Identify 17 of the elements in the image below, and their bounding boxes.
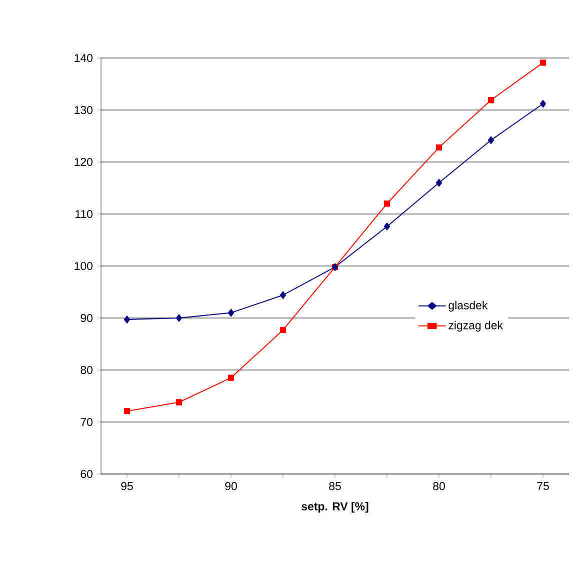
y-tick-label: 60 xyxy=(80,470,93,478)
y-tick-label: 80 xyxy=(80,366,93,374)
y-tick-label: 70 xyxy=(80,418,93,426)
legend-label: glasdek xyxy=(448,300,488,312)
y-tick-label: 120 xyxy=(74,158,93,166)
x-tick-label: 90 xyxy=(225,482,237,490)
y-tick-label: 110 xyxy=(76,210,93,218)
y-tick-label: 90 xyxy=(80,314,93,322)
x-tick-label: 75 xyxy=(537,482,549,490)
x-tick-label: 85 xyxy=(329,482,341,490)
y-tick-label: 100 xyxy=(74,262,93,270)
x-tick-label: 80 xyxy=(433,482,445,490)
y-tick-label: 140 xyxy=(74,54,93,62)
y-tick-label: 130 xyxy=(74,106,93,114)
legend-label: zigzag dek xyxy=(448,320,503,332)
x-axis-title: setp. RV [%] xyxy=(302,502,368,513)
x-tick-label: 95 xyxy=(121,482,133,490)
